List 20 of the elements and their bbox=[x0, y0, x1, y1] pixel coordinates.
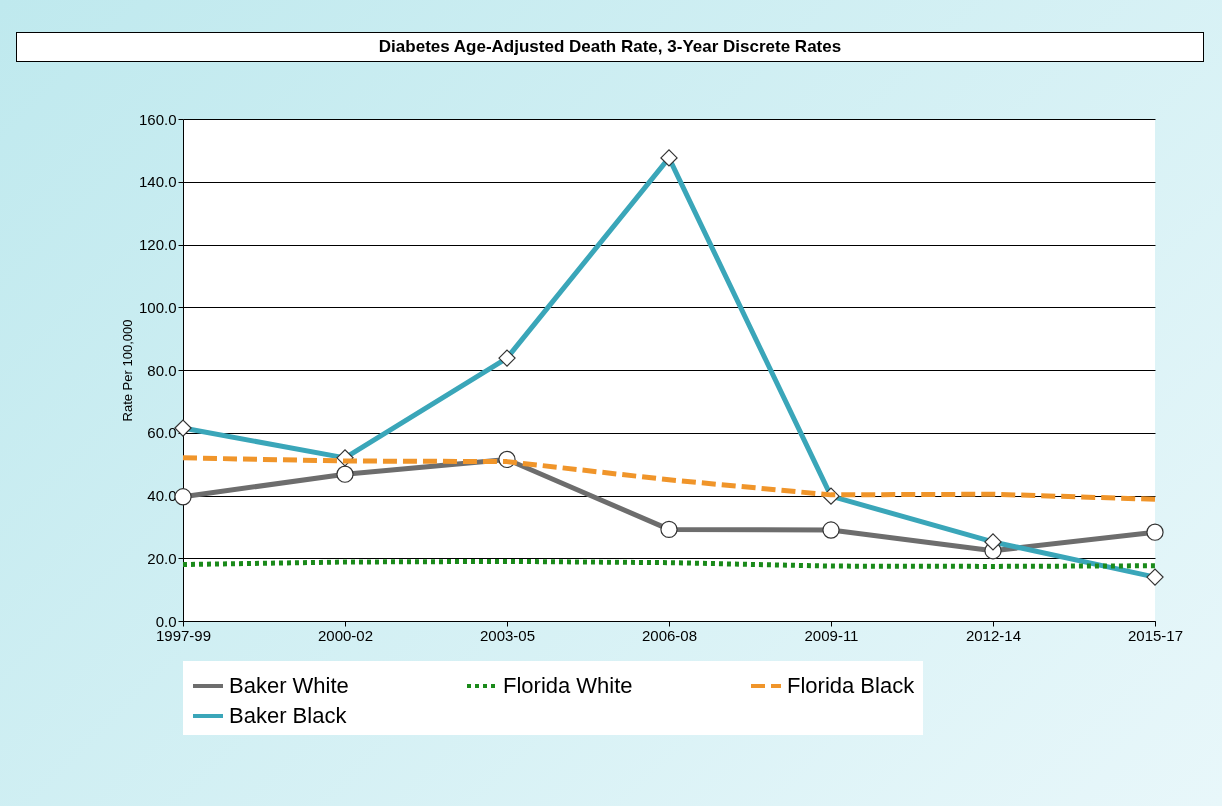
legend-label: Baker Black bbox=[229, 703, 348, 728]
legend-label: Baker White bbox=[229, 673, 349, 698]
x-tick-label: 2009-11 bbox=[804, 626, 859, 644]
y-tick-label: 140.0 bbox=[138, 173, 177, 191]
y-tick-label: 80.0 bbox=[147, 361, 177, 379]
x-tick-label: 2012-14 bbox=[965, 626, 1022, 644]
legend-label: Florida White bbox=[503, 673, 633, 698]
chart-title: Diabetes Age-Adjusted Death Rate, 3-Year Discrete Rates bbox=[16, 32, 1204, 62]
legend-label: Florida Black bbox=[787, 673, 916, 698]
x-tick-label: 2015-17 bbox=[1127, 626, 1184, 644]
y-tick-label: 40.0 bbox=[147, 487, 177, 504]
y-tick-label: 60.0 bbox=[147, 424, 177, 442]
x-tick-label: 2000-02 bbox=[317, 626, 374, 644]
y-tick-label: 100.0 bbox=[138, 298, 177, 316]
y-tick-label: 20.0 bbox=[147, 549, 177, 567]
y-tick-label: 120.0 bbox=[138, 236, 177, 253]
y-axis-title: Rate Per 100,000 bbox=[119, 319, 135, 422]
x-tick-label: 2003-05 bbox=[479, 626, 536, 644]
y-tick-label: 160.0 bbox=[138, 110, 177, 128]
x-tick-label: 2006-08 bbox=[641, 626, 698, 644]
